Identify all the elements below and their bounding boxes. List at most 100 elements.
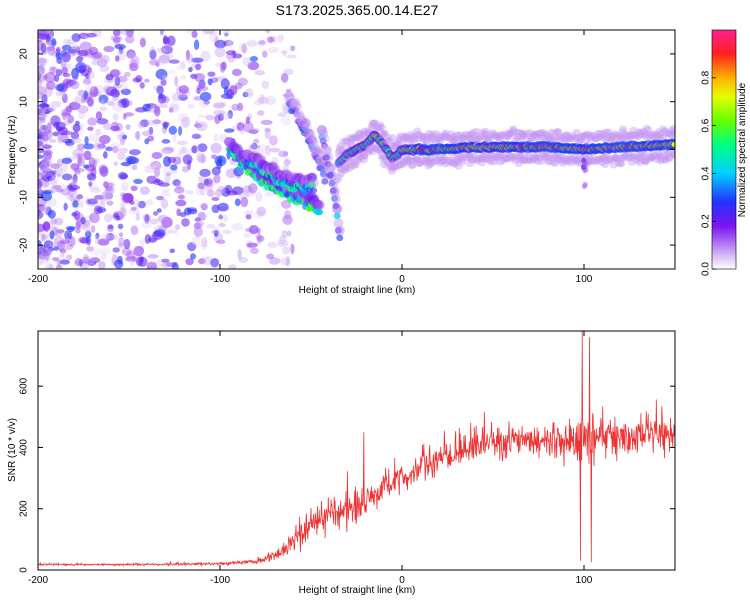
heatmap-cell	[231, 103, 240, 111]
heatmap-cell	[74, 169, 81, 175]
heatmap-cell	[269, 147, 281, 153]
heatmap-cell	[545, 154, 554, 162]
heatmap-cell	[72, 45, 82, 51]
heatmap-cell	[581, 183, 587, 190]
heatmap-cell	[522, 156, 531, 164]
heatmap-cell	[120, 161, 132, 167]
heatmap-cell	[414, 160, 423, 168]
heatmap-cell	[582, 181, 588, 188]
heatmap-cell	[407, 157, 416, 165]
heatmap-cell	[193, 222, 202, 229]
heatmap-cell	[396, 132, 405, 140]
heatmap-cell	[240, 196, 249, 208]
heatmap-cell	[42, 129, 53, 140]
heatmap-cell	[242, 185, 253, 194]
heatmap-cell	[339, 137, 348, 145]
heatmap-cell	[194, 72, 206, 82]
heatmap-cell	[176, 208, 182, 217]
heatmap-cell	[206, 189, 215, 197]
heatmap-cell	[177, 152, 184, 160]
heatmap-cell	[290, 45, 296, 52]
heatmap-cell	[577, 133, 586, 141]
heatmap-cell	[456, 152, 465, 160]
heatmap-cell	[467, 130, 476, 138]
heatmap-cell	[470, 134, 479, 142]
heatmap-cell	[76, 143, 85, 151]
heatmap-cell	[412, 155, 421, 163]
heatmap-cell	[53, 121, 60, 129]
heatmap-cell	[314, 199, 325, 210]
heatmap-cell	[543, 131, 552, 139]
heatmap-cell	[356, 153, 365, 161]
heatmap-cell	[171, 262, 179, 269]
heatmap-cell	[47, 209, 56, 219]
heatmap-cell	[509, 129, 518, 137]
heatmap-cell	[651, 152, 660, 160]
heatmap-cell	[86, 32, 97, 38]
heatmap-cell	[370, 144, 379, 152]
heatmap-cell	[503, 131, 512, 139]
snr-ytick-label: 400	[19, 439, 30, 456]
heatmap-cell	[301, 122, 312, 133]
heatmap-cell	[290, 97, 301, 108]
heatmap-cell	[458, 158, 467, 166]
heatmap-cell	[359, 131, 368, 139]
heatmap-cell	[445, 156, 454, 164]
heatmap-cell	[434, 135, 443, 143]
heatmap-cell	[490, 154, 499, 162]
heatmap-cell	[427, 133, 436, 141]
heatmap-cell	[654, 134, 663, 142]
heatmap-cell	[640, 127, 649, 135]
heatmap-cell	[309, 146, 317, 154]
heatmap-cell	[600, 161, 609, 169]
heatmap-cell	[636, 131, 645, 139]
heatmap-cell	[225, 50, 237, 56]
heatmap-cell	[38, 232, 45, 237]
heatmap-cell	[278, 235, 287, 245]
heatmap-cell	[490, 153, 499, 161]
heatmap-cell	[551, 129, 560, 137]
heatmap-cell	[242, 56, 252, 67]
heatmap-cell	[511, 152, 520, 160]
snr-xtick-label: 0	[399, 575, 405, 586]
heatmap-cell	[312, 145, 323, 156]
heatmap-cell	[531, 154, 540, 162]
heatmap-cell	[325, 162, 336, 173]
heatmap-cell	[598, 154, 607, 162]
heatmap-cell	[486, 133, 495, 141]
heatmap-cell	[38, 110, 48, 120]
heatmap-cell	[85, 72, 90, 80]
heatmap-cell	[585, 153, 594, 161]
heatmap-cell	[156, 60, 169, 66]
heatmap-cell	[585, 157, 594, 165]
heatmap-cell	[197, 143, 208, 153]
heatmap-cell	[466, 152, 475, 160]
heatmap-cell	[428, 130, 437, 138]
heatmap-cell	[550, 153, 559, 161]
heatmap-cell	[62, 38, 72, 47]
heatmap-cell	[463, 131, 472, 139]
heatmap-cell	[484, 155, 493, 163]
heatmap-cell	[243, 189, 256, 196]
heatmap-cell	[497, 131, 506, 139]
heatmap-cell	[500, 155, 509, 163]
heatmap-cell	[493, 133, 502, 141]
heatmap-cell	[403, 159, 412, 167]
heatmap-cell	[180, 74, 186, 80]
heatmap-cell	[285, 256, 291, 267]
heatmap-cell	[202, 30, 215, 35]
heatmap-cell	[562, 157, 571, 165]
heatmap-cell	[538, 131, 547, 139]
heatmap-cell	[38, 260, 44, 266]
heatmap-cell	[543, 134, 552, 142]
heatmap-cell	[666, 131, 675, 139]
heatmap-cell	[457, 134, 466, 142]
heatmap-cell	[203, 100, 211, 105]
heatmap-cell	[38, 56, 44, 67]
spectrogram-xlabel: Height of straight line (km)	[299, 285, 416, 296]
heatmap-cell	[568, 135, 577, 143]
heatmap-cell	[209, 31, 218, 43]
heatmap-cell	[619, 154, 628, 162]
heatmap-cell	[107, 224, 114, 230]
heatmap-cell	[417, 157, 426, 165]
